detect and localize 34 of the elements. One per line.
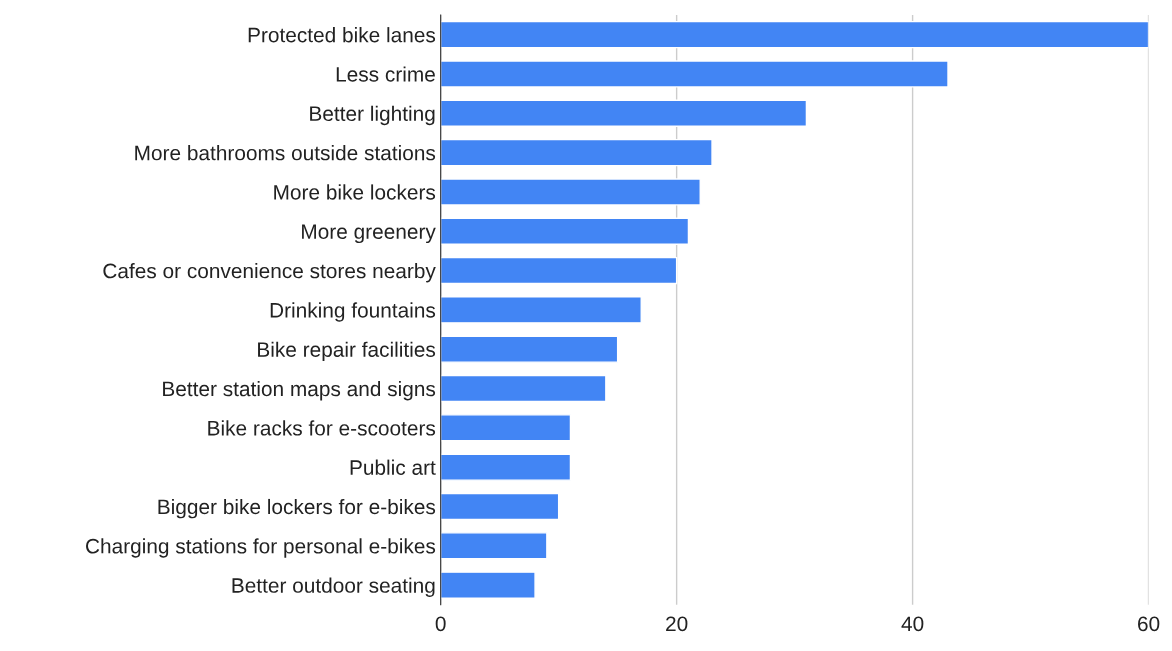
bar [440,60,949,88]
y-tick-label: Cafes or convenience stores nearby [103,263,436,283]
y-tick-label: Better station maps and signs [163,380,436,401]
y-tick-label: Protected bike lanes [248,27,436,43]
y-tick-label: Public art [350,459,436,475]
bar [440,256,678,285]
y-tick-label: Less crime [336,66,435,82]
x-tick-label: 60 [1138,616,1160,632]
bar [440,532,548,560]
y-tick-label: More bathrooms outside stations [135,145,436,161]
y-tick-label: Bike repair facilities [258,341,436,362]
x-tick-label: 40 [901,616,924,632]
y-tick-label: More bike lockers [274,184,436,200]
bar [440,335,619,363]
bar [440,571,536,599]
bar [440,138,713,167]
bar [440,492,560,521]
bar [440,99,808,127]
bar [440,374,607,403]
y-tick-label: More greenery [302,224,436,244]
y-tick-label: Charging stations for personal e-bikes [86,538,436,558]
y-tick-label: Bike racks for e-scooters [208,420,436,436]
y-tick-label: Bigger bike lockers for e-bikes [158,498,436,519]
bar [440,178,701,206]
x-tick-label: 0 [435,616,446,632]
y-tick-label: Better outdoor seating [232,577,435,597]
bar [440,217,690,245]
bar [440,20,1149,49]
bar [440,414,572,442]
bar [440,296,642,324]
bar [440,453,572,481]
y-tick-label: Better lighting [310,105,435,126]
y-tick-label: Drinking fountains [270,302,436,322]
x-tick-label: 20 [666,616,688,632]
